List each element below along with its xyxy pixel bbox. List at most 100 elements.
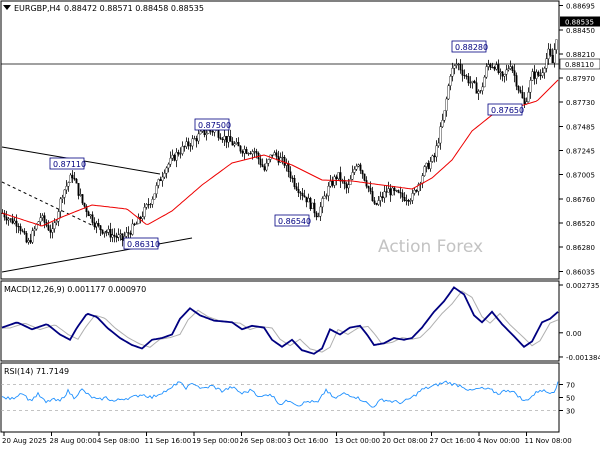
candle-body bbox=[521, 91, 524, 99]
candle-body bbox=[57, 211, 60, 222]
annotation-label: 0.87650 bbox=[491, 106, 524, 115]
candle-body bbox=[447, 85, 450, 100]
candle-body bbox=[287, 163, 290, 172]
candle-body bbox=[549, 48, 552, 56]
candle-body bbox=[43, 215, 46, 223]
candle-body bbox=[173, 154, 176, 161]
candle-body bbox=[439, 126, 442, 144]
trendlines bbox=[1, 146, 193, 273]
candle-body bbox=[169, 157, 172, 165]
candle-body bbox=[373, 200, 376, 204]
candle-body bbox=[417, 184, 420, 192]
candle-body bbox=[157, 179, 160, 186]
price-axis-label: 0.87245 bbox=[566, 148, 595, 156]
macd-axis-label: -0.001384 bbox=[566, 354, 600, 362]
time-axis-label: 11 Sep 16:00 bbox=[145, 437, 192, 445]
candle-body bbox=[501, 71, 504, 77]
annotation-box bbox=[194, 118, 230, 131]
candle-body bbox=[403, 197, 406, 201]
candle-body bbox=[13, 220, 16, 224]
price-axis-label: 0.87485 bbox=[566, 124, 595, 132]
candle-body bbox=[3, 212, 6, 218]
annotation-label: 0.86540 bbox=[278, 217, 311, 226]
candle-body bbox=[27, 240, 30, 243]
candle-body bbox=[497, 64, 500, 73]
candle-body bbox=[289, 171, 292, 179]
candle-body bbox=[297, 189, 300, 193]
candle-body bbox=[453, 65, 456, 69]
candle-body bbox=[479, 90, 482, 92]
macd-main-line bbox=[1, 286, 559, 355]
candle-body bbox=[465, 75, 468, 77]
candle-body bbox=[217, 129, 220, 138]
candle-body bbox=[163, 173, 166, 178]
candle-body bbox=[159, 179, 162, 182]
candle-body bbox=[233, 143, 236, 146]
candle-body bbox=[5, 216, 8, 221]
candle-body bbox=[379, 196, 382, 201]
candle-body bbox=[147, 204, 150, 206]
candle-body bbox=[119, 233, 122, 236]
candle-body bbox=[69, 174, 72, 183]
candle-body bbox=[7, 218, 10, 221]
annotation-label: 0.86310 bbox=[127, 240, 160, 249]
macd-lines bbox=[1, 286, 559, 355]
candle-body bbox=[529, 80, 532, 93]
dropdown-triangle-icon[interactable] bbox=[3, 5, 11, 10]
candle-body bbox=[167, 163, 170, 169]
candle-body bbox=[11, 218, 14, 224]
candle-body bbox=[349, 179, 352, 185]
candle-body bbox=[489, 64, 492, 68]
candle-body bbox=[177, 152, 180, 155]
candle-body bbox=[197, 133, 200, 142]
candle-body bbox=[509, 66, 512, 69]
candle-body bbox=[33, 228, 36, 231]
candle-body bbox=[543, 68, 546, 73]
candle-body bbox=[425, 162, 428, 167]
time-axis-label: 26 Sep 08:00 bbox=[240, 437, 287, 445]
candle-body bbox=[313, 202, 316, 214]
candle-body bbox=[225, 135, 228, 143]
candle-body bbox=[53, 222, 56, 229]
candle-body bbox=[121, 233, 124, 240]
candle-body bbox=[291, 177, 294, 179]
candle-body bbox=[395, 190, 398, 192]
candle-body bbox=[283, 156, 286, 166]
candle-body bbox=[63, 189, 66, 198]
candle-body bbox=[361, 170, 364, 175]
horizontal-line: 0.88110 bbox=[1, 58, 600, 70]
candle-body bbox=[243, 149, 246, 154]
candle-body bbox=[183, 146, 186, 148]
price-axis-label: 0.88450 bbox=[566, 27, 595, 35]
candle-body bbox=[37, 221, 40, 225]
moving-average bbox=[1, 79, 559, 227]
candle-body bbox=[51, 228, 54, 233]
candle-body bbox=[193, 138, 196, 140]
candle-body bbox=[427, 162, 430, 169]
rsi-axis-label: 70 bbox=[566, 382, 575, 390]
candle-body bbox=[369, 187, 372, 192]
candle-body bbox=[231, 141, 234, 146]
candle-body bbox=[205, 133, 208, 136]
candle-body bbox=[83, 202, 86, 207]
candle-body bbox=[151, 199, 154, 205]
candle-body bbox=[179, 153, 182, 155]
candle-body bbox=[319, 206, 322, 217]
candle-body bbox=[99, 225, 102, 231]
current-price-box bbox=[560, 16, 600, 27]
candle-body bbox=[109, 229, 112, 238]
candle-body bbox=[245, 149, 248, 154]
candle-body bbox=[333, 176, 336, 186]
candle-body bbox=[415, 189, 418, 192]
candle-body bbox=[111, 234, 114, 238]
current-price-label: 0.88535 bbox=[565, 19, 594, 27]
candle-body bbox=[513, 70, 516, 76]
candle-body bbox=[139, 216, 142, 219]
candle-body bbox=[437, 142, 440, 147]
candle-body bbox=[271, 154, 274, 156]
candle-body bbox=[371, 191, 374, 201]
candle-body bbox=[61, 197, 64, 200]
candle-body bbox=[145, 204, 148, 208]
candle-body bbox=[25, 233, 28, 243]
